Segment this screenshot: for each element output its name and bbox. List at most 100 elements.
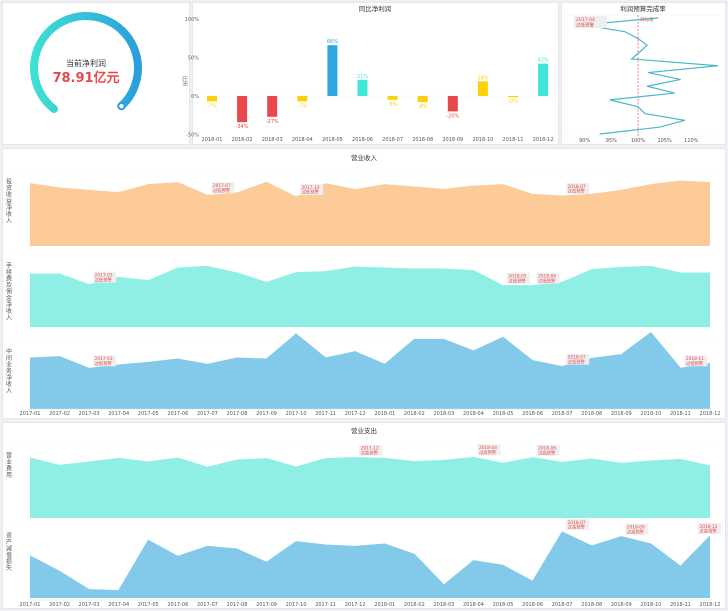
bar-value-label: -0%	[508, 98, 518, 104]
area-2	[30, 332, 710, 409]
warning-annotation	[566, 519, 590, 530]
line-x-tick: 90%	[579, 138, 590, 144]
x-tick: 2017-04	[108, 411, 129, 417]
bar-x-tick: 2018-05	[322, 137, 343, 143]
warning-text: 过高预警	[568, 524, 586, 531]
x-tick: 2018-08	[581, 411, 602, 417]
x-tick: 2017-11	[315, 411, 336, 417]
warning-month: 2018-12	[700, 524, 718, 530]
warning-annotation	[684, 355, 708, 367]
x-tick: 2017-02	[49, 602, 70, 608]
bar-value-label: 21%	[357, 74, 368, 80]
bar-value-label: -5%	[388, 102, 398, 108]
bar-x-tick: 2018-01	[202, 137, 223, 143]
warning-annotation	[536, 444, 560, 456]
bar-y-tick: 100%	[185, 17, 200, 23]
x-tick: 2017-05	[138, 411, 159, 417]
warning-month: 2018-05	[509, 273, 527, 279]
section-title: 营业支出	[351, 426, 377, 435]
bar-x-tick: 2018-03	[262, 137, 283, 143]
x-tick: 2017-09	[256, 602, 277, 608]
x-tick: 2017-07	[197, 602, 218, 608]
x-tick: 2017-08	[227, 602, 248, 608]
area-line-0	[29, 180, 711, 198]
bar-2018-06	[357, 79, 368, 96]
warning-month: 2017-07	[213, 183, 231, 189]
area-0	[30, 457, 710, 518]
warning-annotation	[211, 182, 235, 194]
series-label: 投资收益净收入	[4, 178, 12, 224]
line-x-tick: 105%	[658, 138, 673, 144]
x-tick: 2017-12	[345, 602, 366, 608]
warning-annotation	[698, 523, 721, 534]
bar-value-label: -20%	[446, 113, 459, 119]
area-1	[30, 532, 710, 598]
bar-2018-07	[387, 96, 398, 100]
warning-text: 过高预警	[627, 528, 645, 535]
bar-x-tick: 2018-09	[442, 137, 463, 143]
series-label: 营业费用	[4, 452, 12, 478]
bar-x-tick: 2018-08	[412, 137, 433, 143]
x-tick: 2017-04	[108, 602, 129, 608]
x-tick: 2018-05	[493, 602, 514, 608]
gauge-arc	[30, 12, 142, 113]
line-plot-area	[564, 14, 724, 137]
warning-text: 过低预警	[95, 360, 113, 367]
bar-2018-09	[447, 96, 458, 112]
line-x-tick: 110%	[684, 138, 699, 144]
bar-2018-10	[477, 81, 488, 96]
x-tick: 2018-04	[463, 411, 484, 417]
x-tick: 2018-03	[433, 411, 454, 417]
yoy-profit-bar-chart: 同比净利润 100% 50% 0% -50% 比例 -7% 2018-01 -34% 2018-0…	[181, 4, 556, 143]
warning-annotation	[359, 444, 383, 456]
warning-text: 过高预警	[700, 528, 718, 535]
x-tick: 2018-02	[404, 602, 425, 608]
bar-value-label: -7%	[207, 103, 217, 109]
bar-y-tick: 0%	[191, 94, 199, 100]
x-tick: 2018-11	[670, 411, 691, 417]
area-line-1	[29, 531, 711, 592]
warning-text: 过低预警	[568, 358, 586, 365]
x-tick: 2017-01	[20, 411, 41, 417]
bar-y-label: 比例	[181, 76, 188, 86]
gauge-label: 当前净利润	[66, 58, 106, 68]
x-tick: 2018-01	[374, 411, 395, 417]
warning-annotation	[566, 353, 590, 365]
x-tick: 2018-05	[493, 411, 514, 417]
warning-text: 过高预警	[479, 449, 497, 456]
warning-annotation	[93, 355, 117, 367]
bar-2018-05	[327, 45, 338, 96]
warning-text: 过高预警	[538, 449, 556, 456]
warning-month: 2017-03	[95, 272, 113, 278]
area-line-2	[29, 331, 711, 369]
x-tick: 2018-02	[404, 411, 425, 417]
line-annotation-month: 2017-04	[576, 17, 595, 23]
warning-month: 2018-04	[479, 445, 497, 451]
x-tick: 2018-03	[433, 602, 454, 608]
bar-x-tick: 2018-06	[352, 137, 373, 143]
series-label: 中间业务净收入	[4, 348, 12, 394]
warning-text: 过低预警	[302, 189, 320, 196]
x-tick: 2018-04	[463, 602, 484, 608]
gauge-knob	[117, 101, 126, 111]
warning-text: 过低预警	[509, 277, 527, 284]
x-tick: 2018-12	[700, 602, 721, 608]
bar-value-label: 66%	[327, 39, 338, 45]
x-tick: 2018-06	[522, 602, 543, 608]
bar-y-tick: 50%	[188, 56, 199, 62]
warning-annotation	[507, 272, 531, 284]
yoy-profit-panel	[192, 2, 559, 145]
warning-month: 2018-07	[568, 354, 586, 360]
expense-area-charts: 营业支出2017-12过高预警2018-04过高预警2018-06过高预警201…	[15, 426, 721, 608]
bar-x-tick: 2018-07	[382, 137, 403, 143]
warning-month: 2018-06	[538, 445, 556, 451]
x-tick: 2018-10	[640, 602, 661, 608]
x-tick: 2018-01	[374, 602, 395, 608]
x-tick: 2017-06	[167, 602, 188, 608]
x-tick: 2017-03	[79, 602, 100, 608]
series-label: 手续费及佣金净收入	[4, 262, 12, 321]
x-tick: 2017-06	[167, 411, 188, 417]
warning-text: 过低预警	[568, 188, 586, 195]
line-x-tick: 95%	[606, 138, 617, 144]
